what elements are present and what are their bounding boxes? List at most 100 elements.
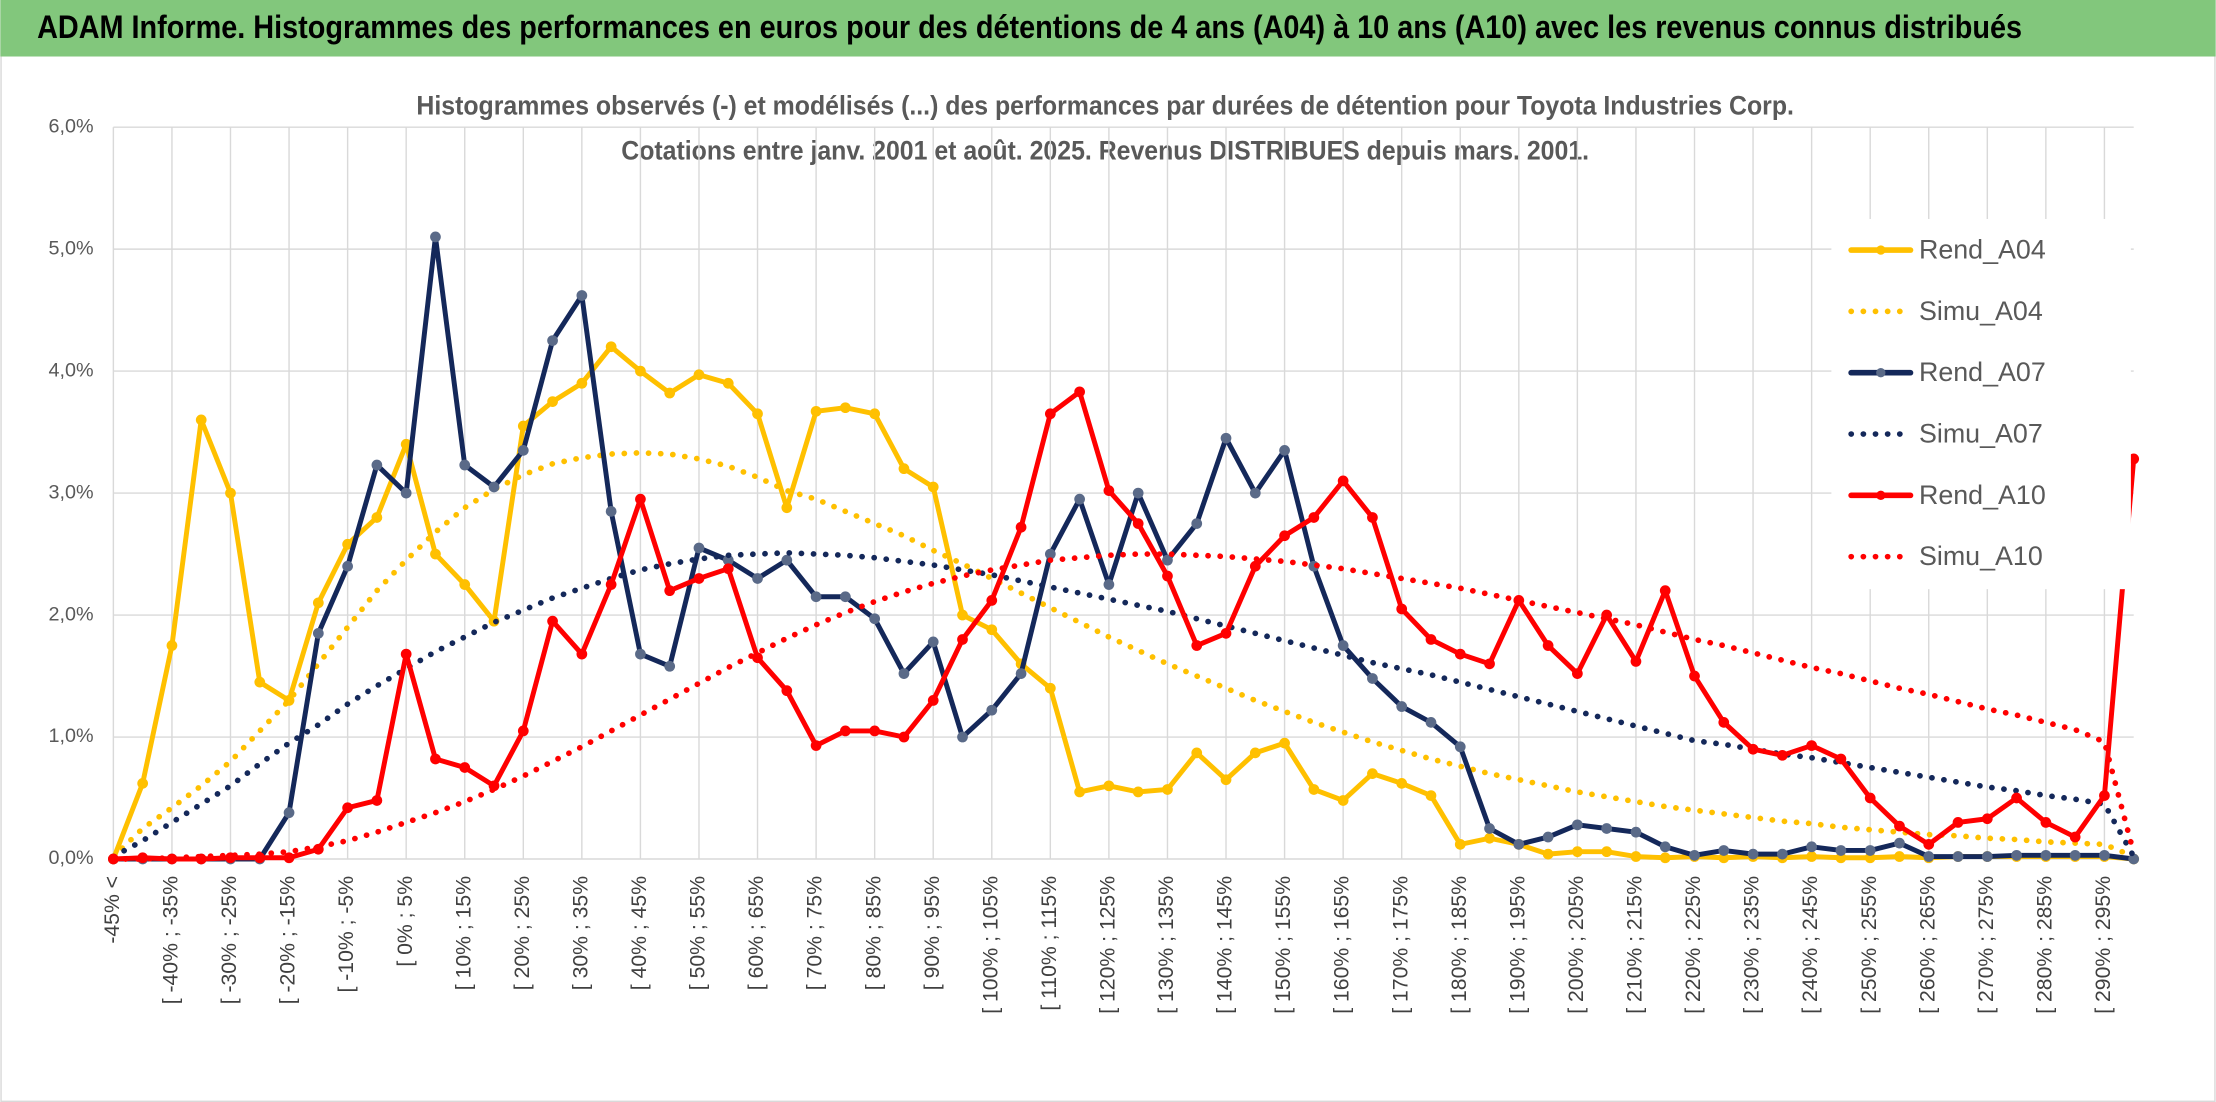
point-marker — [840, 591, 851, 603]
x-tick-label: [ 0% ; 5% — [394, 876, 417, 967]
point-marker — [898, 668, 910, 679]
point-marker — [1308, 784, 1320, 795]
point-marker — [1835, 753, 1847, 765]
point-marker — [517, 725, 529, 737]
point-marker — [1747, 848, 1759, 860]
x-tick-label: [ 250% ; 255% — [1858, 876, 1881, 1014]
point-marker — [1747, 743, 1759, 755]
point-marker — [1074, 493, 1085, 505]
point-marker — [927, 695, 939, 706]
grid: 0,0% 1,0% 2,0% 3,0% 4,0% 5,0% 6,0% -45% < [ -40%… — [49, 115, 2134, 1014]
model-line — [110, 550, 2137, 860]
point-marker — [2099, 849, 2110, 861]
point-marker — [1952, 851, 1964, 862]
point-marker — [986, 595, 998, 606]
point-marker — [1894, 837, 1905, 849]
x-tick-label: [ -30% ; -25% — [218, 876, 241, 1005]
point-marker — [1659, 585, 1671, 597]
point-marker — [752, 573, 763, 584]
point-marker — [986, 704, 998, 716]
x-tick-label: [ 170% ; 175% — [1389, 876, 1412, 1014]
point-marker — [1542, 831, 1554, 843]
point-marker — [1630, 851, 1642, 862]
point-marker — [2040, 817, 2052, 828]
observed-line — [110, 389, 2137, 862]
x-tick-label: [ 30% ; 35% — [569, 876, 592, 990]
chart-title: Histogrammes observés (-) et modélisés (… — [416, 90, 1794, 120]
point-marker — [400, 648, 412, 660]
point-marker — [664, 585, 676, 597]
point-marker — [1718, 845, 1730, 856]
point-marker — [1132, 518, 1144, 529]
point-marker — [1191, 518, 1203, 529]
point-marker — [1835, 845, 1847, 856]
point-marker — [781, 685, 793, 697]
point-marker — [1132, 786, 1144, 798]
point-marker — [430, 753, 441, 765]
point-marker — [371, 459, 383, 471]
observed-line — [110, 234, 2137, 862]
point-marker — [1601, 823, 1613, 834]
point-marker — [1279, 737, 1290, 749]
point-marker — [137, 778, 149, 789]
point-marker — [1044, 408, 1056, 420]
point-marker — [781, 502, 793, 514]
point-marker — [1132, 487, 1144, 499]
chart-subtitle: Cotations entre janv. 2001 et août. 2025… — [621, 136, 1589, 166]
point-marker — [459, 762, 471, 773]
point-marker — [605, 506, 617, 517]
point-marker — [927, 481, 939, 493]
point-marker — [459, 459, 471, 471]
point-marker — [1162, 784, 1173, 795]
x-tick-label: [ -40% ; -35% — [160, 876, 183, 1005]
x-tick-label: [ 160% ; 165% — [1331, 876, 1354, 1014]
point-marker — [1191, 640, 1203, 651]
point-marker — [1425, 717, 1437, 728]
point-marker — [283, 852, 295, 864]
model-line — [110, 449, 2137, 860]
point-marker — [576, 290, 588, 301]
point-marker — [1220, 627, 1232, 639]
y-tick-label: 5,0% — [49, 237, 94, 259]
x-tick-label: [ 110% ; 115% — [1038, 876, 1061, 1011]
x-tick-label: [ 120% ; 125% — [1096, 876, 1119, 1014]
point-marker — [1952, 817, 1964, 828]
point-marker — [986, 624, 998, 636]
point-marker — [2040, 849, 2052, 861]
plot-area — [108, 231, 2140, 865]
point-marker — [1367, 512, 1378, 523]
y-tick-label: 4,0% — [49, 359, 94, 381]
point-marker — [1337, 640, 1349, 651]
point-marker — [810, 740, 822, 751]
point-marker — [840, 402, 851, 414]
point-marker — [166, 640, 178, 651]
point-marker — [1484, 823, 1495, 834]
point-marker — [342, 802, 353, 814]
y-tick-label: 6,0% — [49, 115, 94, 137]
point-marker — [371, 512, 383, 523]
point-marker — [1864, 845, 1876, 856]
point-marker — [283, 807, 295, 819]
point-marker — [927, 636, 939, 648]
point-marker — [1425, 790, 1437, 801]
y-tick-label: 2,0% — [49, 603, 94, 625]
point-marker — [1689, 849, 1700, 861]
point-marker — [2099, 790, 2110, 801]
point-marker — [1367, 673, 1378, 684]
legend: Rend_A04 Simu_A04 Rend_A07 Simu_A07 Rend_A10… — [1831, 218, 2131, 590]
point-marker — [1162, 570, 1173, 582]
x-tick-label: [ 140% ; 145% — [1214, 876, 1237, 1014]
legend-marker — [1876, 490, 1886, 500]
point-marker — [2069, 849, 2081, 861]
point-marker — [1074, 386, 1085, 398]
point-marker — [1718, 717, 1730, 728]
point-marker — [1894, 820, 1905, 832]
model-line — [110, 551, 2137, 862]
point-marker — [1542, 848, 1554, 860]
point-marker — [1044, 548, 1056, 560]
point-marker — [1249, 560, 1261, 572]
point-marker — [1572, 668, 1583, 679]
point-marker — [1425, 634, 1437, 645]
point-marker — [1864, 792, 1876, 804]
